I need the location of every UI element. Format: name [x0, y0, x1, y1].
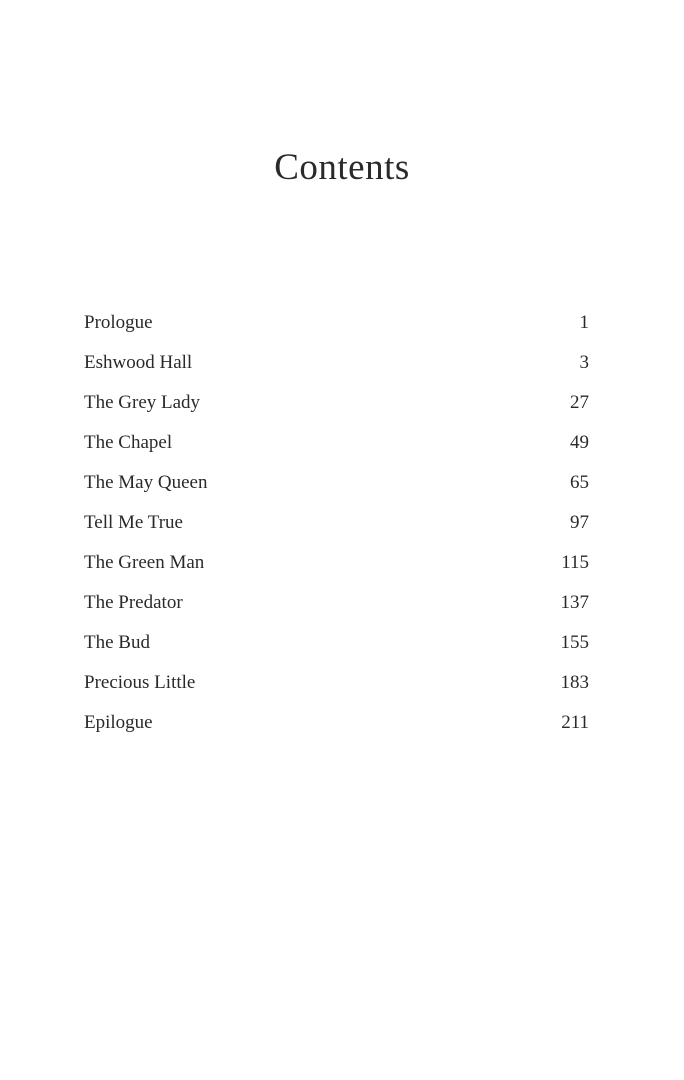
page-number: 65	[570, 472, 589, 493]
toc-entry: The Predator 137	[84, 590, 589, 630]
toc-entry: The Bud 155	[84, 630, 589, 670]
table-of-contents: Prologue 1 Eshwood Hall 3 The Grey Lady 27 The…	[84, 310, 589, 750]
page-title: Contents	[274, 147, 410, 188]
chapter-title: The Predator	[84, 592, 183, 613]
page-number: 97	[570, 512, 589, 533]
toc-entry: The Green Man 115	[84, 550, 589, 590]
chapter-title: Epilogue	[84, 712, 153, 733]
chapter-title: The Grey Lady	[84, 392, 201, 413]
toc-entry: Tell Me True 97	[84, 510, 589, 550]
page-number: 211	[561, 712, 589, 733]
page-number: 183	[560, 672, 590, 693]
toc-entry: The Chapel 49	[84, 430, 589, 470]
toc-entry: Prologue 1	[84, 310, 589, 350]
chapter-title: The Chapel	[84, 432, 173, 453]
page-number: 155	[560, 632, 590, 653]
page-number: 49	[570, 432, 589, 453]
toc-entry: Eshwood Hall 3	[84, 350, 589, 390]
toc-entry: The Grey Lady 27	[84, 390, 589, 430]
page-number: 115	[561, 552, 589, 573]
chapter-title: Prologue	[84, 312, 153, 333]
page-number: 27	[570, 392, 589, 413]
toc-entry: Epilogue 211	[84, 710, 589, 750]
chapter-title: Precious Little	[84, 672, 196, 693]
chapter-title: Eshwood Hall	[84, 352, 193, 373]
toc-entry: Precious Little 183	[84, 670, 589, 710]
chapter-title: Tell Me True	[84, 512, 183, 533]
page-number: 137	[560, 592, 590, 613]
chapter-title: The Green Man	[84, 552, 205, 573]
page-number: 1	[579, 312, 590, 333]
chapter-title: The May Queen	[84, 472, 208, 493]
page-number: 3	[579, 352, 590, 373]
toc-entry: The May Queen 65	[84, 470, 589, 510]
chapter-title: The Bud	[84, 632, 150, 653]
